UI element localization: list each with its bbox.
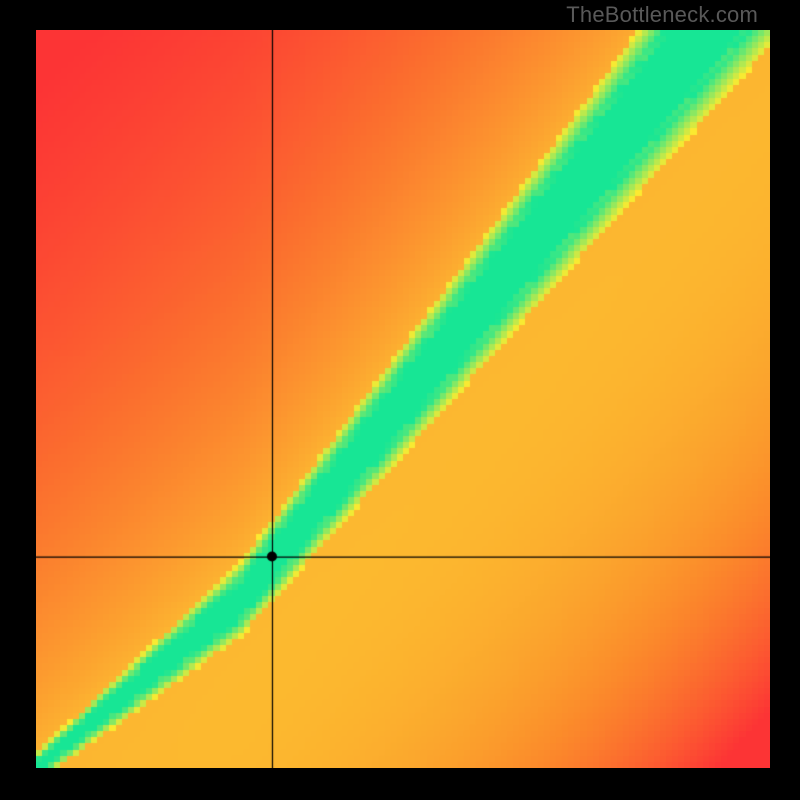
watermark-text: TheBottleneck.com	[566, 2, 758, 28]
heatmap-plot	[36, 30, 770, 768]
